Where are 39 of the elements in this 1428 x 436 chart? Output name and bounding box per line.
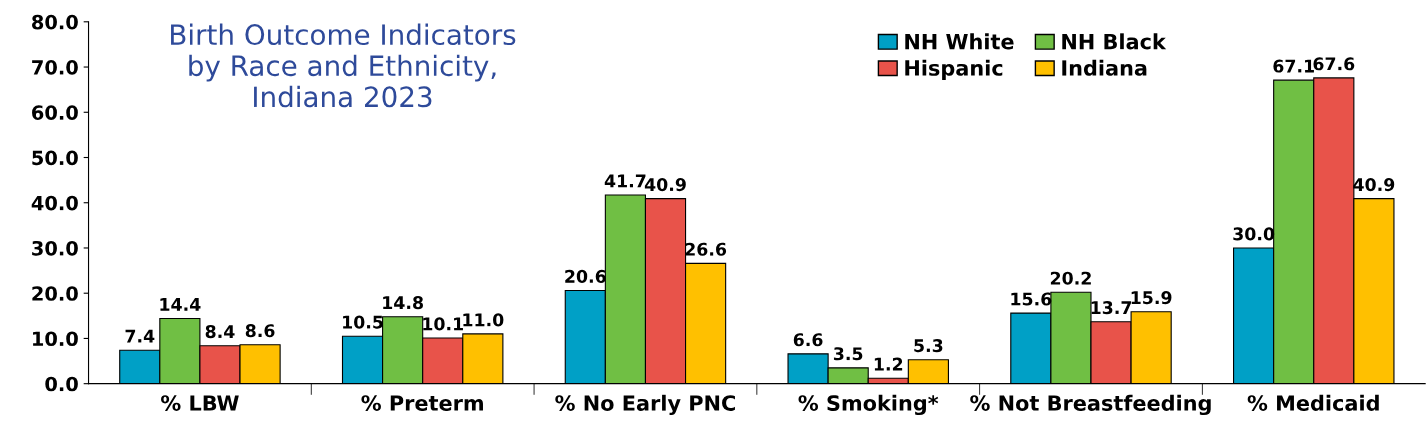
x-tick-label: % Smoking* (798, 394, 939, 416)
data-label: 7.4 (125, 329, 155, 343)
y-tick-label: 20.0 (32, 286, 78, 301)
x-tick-label: % Not Breastfeeding (970, 394, 1211, 416)
data-label: 20.2 (1050, 271, 1091, 285)
data-label: 11.0 (463, 313, 504, 327)
y-tick-label: 0.0 (45, 376, 78, 392)
data-label: 14.4 (160, 298, 201, 311)
y-tick-label: 70.0 (32, 59, 78, 75)
x-tick-label: % No Early PNC (555, 394, 735, 416)
legend-label: Indiana (1062, 59, 1147, 76)
data-label: 1.2 (874, 357, 903, 371)
data-label: 40.9 (644, 178, 686, 192)
data-label: 13.7 (1091, 301, 1132, 315)
y-tick-label: 10.0 (33, 331, 78, 347)
y-tick-label: 80.0 (32, 14, 78, 30)
data-label: 67.1 (1273, 59, 1314, 73)
data-label: 10.1 (423, 317, 463, 331)
legend-label: Hispanic (905, 59, 1003, 80)
data-label: 15.9 (1131, 291, 1172, 305)
data-label: 14.8 (383, 296, 423, 310)
x-tick-label: % Medicaid (1247, 394, 1379, 411)
data-label: 26.6 (685, 242, 727, 256)
y-tick-label: 30.0 (32, 240, 78, 256)
text: Birth Outcome Indicators by Race and Ethnicity, Indiana 2023 (171, 23, 516, 108)
legend-label: NH Black (1062, 33, 1167, 50)
legend-label: NH White (905, 33, 1014, 50)
data-label: 6.6 (793, 333, 823, 347)
x-tick-label: % Preterm (361, 395, 483, 411)
x-tick-label: % LBW (161, 395, 239, 411)
data-label: 8.6 (245, 324, 275, 338)
data-label: 3.5 (833, 347, 863, 361)
y-tick-label: 40.0 (31, 195, 78, 211)
y-tick-label: 60.0 (32, 105, 78, 120)
data-label: 67.6 (1313, 57, 1355, 71)
y-tick-label: 50.0 (32, 150, 78, 166)
data-label: 8.4 (205, 325, 235, 339)
data-label: 41.7 (604, 174, 646, 188)
data-label: 5.3 (914, 339, 943, 353)
